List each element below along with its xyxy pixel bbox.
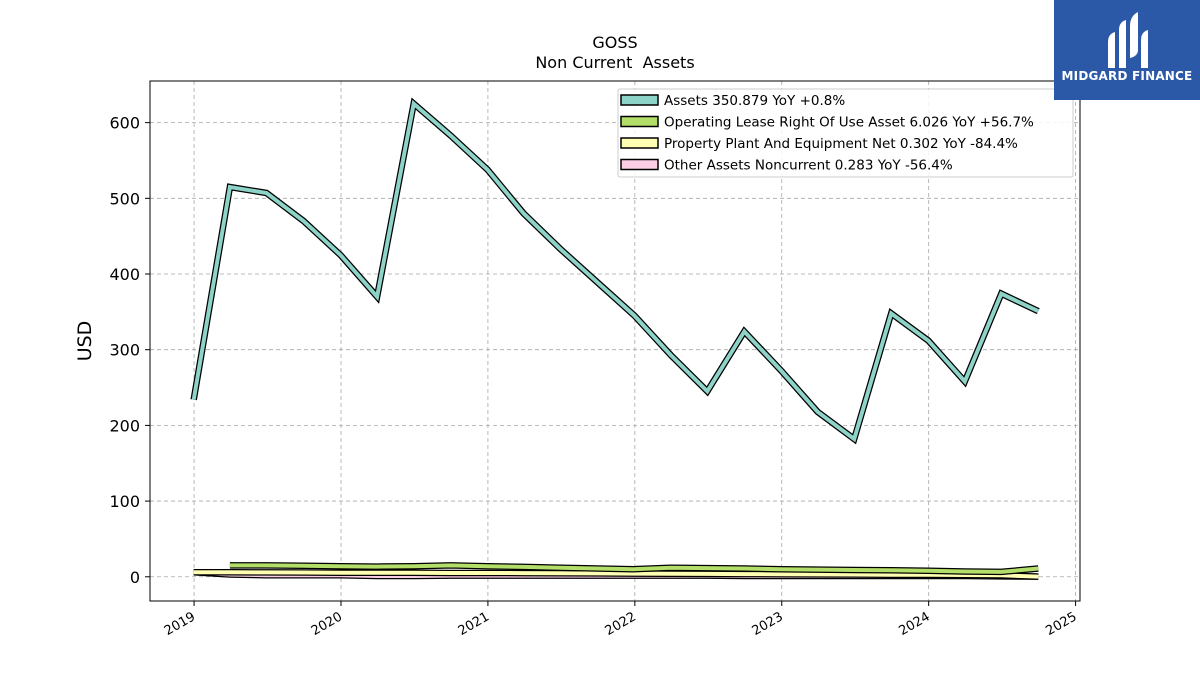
x-tick-label: 2025 [1043,609,1079,639]
legend-label: Other Assets Noncurrent 0.283 YoY -56.4% [664,158,953,174]
y-tick-label: 400 [109,265,140,284]
y-tick-label: 100 [109,492,140,511]
legend-label: Operating Lease Right Of Use Asset 6.026… [664,115,1034,131]
x-tick-label: 2020 [309,609,345,639]
x-tick-label: 2021 [456,609,492,639]
legend-frame [617,88,1074,178]
brand-logo: MIDGARD FINANCE [1054,0,1200,100]
legend-swatch [620,115,659,128]
chart-subtitle: Non Current Assets [535,53,694,72]
y-tick-label: 200 [109,416,140,435]
legend-label: Property Plant And Equipment Net 0.302 Y… [664,136,1018,152]
plot-frame [149,80,1081,602]
y-tick-label: 0 [130,568,140,587]
legend: Assets 350.879 YoY +0.8% Operating Lease … [617,88,1074,178]
brand-name: MIDGARD FINANCE [1061,69,1193,83]
series-1 [229,562,1039,576]
series-line [191,99,1040,443]
x-tick-label: 2024 [897,609,933,639]
legend-swatch [620,137,659,149]
brand-mark-icon [1108,12,1148,68]
y-axis-label: USD [74,321,96,362]
legend-label: Assets 350.879 YoY +0.8% [664,93,845,109]
legend-swatch [620,94,659,106]
y-tick-label: 300 [109,341,140,360]
series-2 [193,568,1039,580]
series-line [229,563,1039,574]
x-tick-label: 2019 [162,609,198,639]
series-line [193,570,1039,579]
y-tick-label: 500 [109,189,140,208]
x-tick-label: 2022 [603,609,639,639]
series-0 [190,97,1040,445]
x-tick-label: 2023 [750,609,786,639]
chart-title: GOSS [592,33,637,52]
y-tick-label: 600 [109,114,140,133]
legend-swatch [620,158,659,171]
series-layer [190,97,1040,580]
